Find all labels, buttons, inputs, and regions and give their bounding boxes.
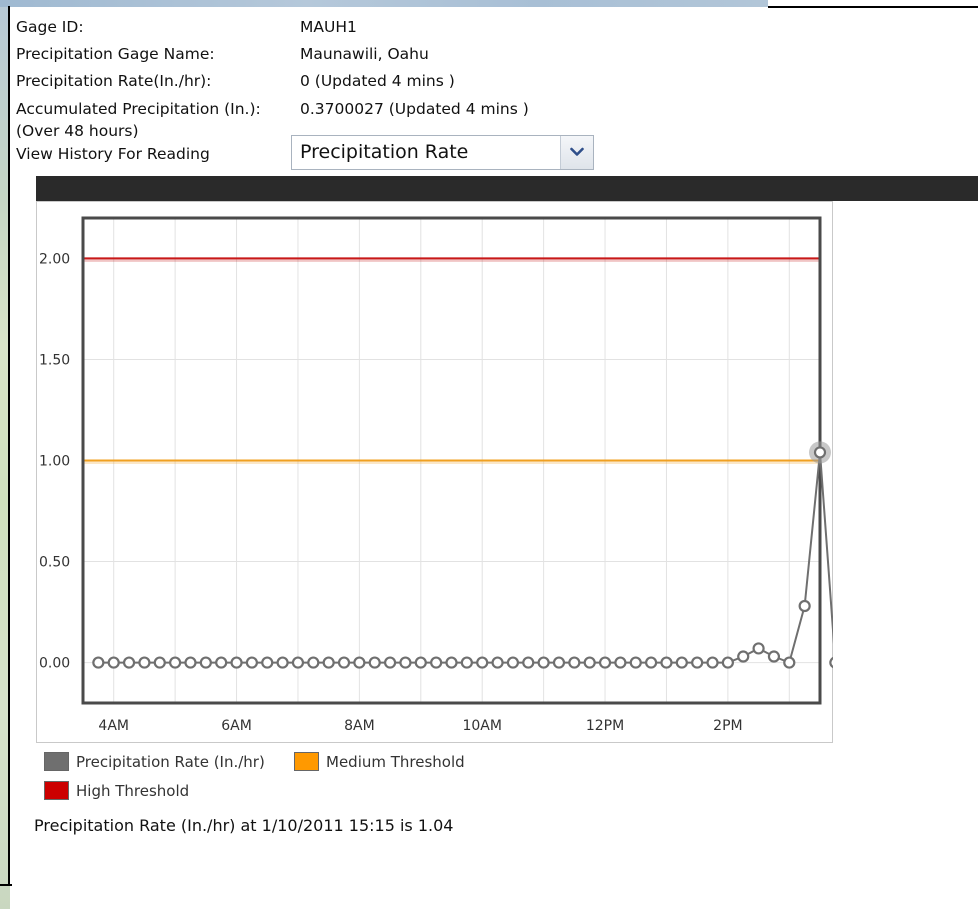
legend-label-high: High Threshold [76,782,190,800]
data-point [138,656,151,669]
data-point [552,656,566,669]
data-point [307,656,320,669]
x-tick-label: 12PM [586,718,624,734]
data-point [122,656,136,669]
history-reading-select-value: Precipitation Rate [300,141,469,163]
legend-label-rate: Precipitation Rate (In./hr) [76,753,265,771]
data-point [583,656,596,669]
x-tick-label: 2PM [713,718,742,734]
y-tick-label: 2.00 [39,251,70,267]
y-tick-label: 0.50 [39,555,70,571]
data-point [491,656,504,669]
rate-value: 0 (Updated 4 mins ) [300,72,455,90]
data-point [476,656,489,669]
data-point [691,656,704,669]
accum-note: (Over 48 hours) [16,122,139,140]
data-point [199,656,212,669]
data-point [368,656,381,669]
y-tick-label: 1.50 [39,352,70,368]
data-point [383,656,397,669]
data-point [537,656,550,669]
data-point [430,656,443,669]
data-point [337,656,351,669]
data-point [230,656,243,669]
data-point [598,656,612,669]
data-point [506,656,520,669]
data-point [107,656,120,669]
data-point [767,650,781,663]
data-point [291,656,305,669]
data-point [414,656,427,669]
data-point [675,656,688,669]
y-tick-label: 0.00 [39,656,70,672]
rate-label: Precipitation Rate(In./hr): [16,72,212,90]
data-point [629,656,642,669]
x-tick-label: 6AM [221,718,252,734]
data-point [783,656,796,669]
precipitation-chart: 4AM 6AM 8AM 10AM 12PM 2PM 0.00 0.50 1.00 1.50 2.00 [39,216,833,734]
data-point [706,656,719,669]
data-point [322,656,335,669]
x-tick-label: 4AM [98,718,129,734]
data-point [721,656,734,669]
x-tick-label: 10AM [462,718,501,734]
data-point [737,650,750,663]
data-point [614,656,627,669]
chart-frame [36,201,833,743]
series-line [98,452,833,664]
data-point [92,656,105,669]
legend-swatch-rate [44,752,69,771]
gage-id-value: MAUH1 [300,18,357,36]
select-dropdown-button[interactable] [560,136,593,169]
history-reading-select[interactable]: Precipitation Rate [291,135,594,170]
chart-header-bar [36,176,978,201]
data-point [399,656,412,669]
data-point [353,656,366,669]
data-point [184,656,197,669]
data-point [215,656,228,669]
data-point [645,656,658,669]
data-point [522,656,535,669]
background-map-top [0,0,768,7]
data-point [829,656,833,669]
legend-label-medium: Medium Threshold [326,753,465,771]
window-border-left [8,6,10,886]
data-point [261,656,274,669]
x-tick-label: 8AM [344,718,375,734]
data-point [752,642,765,655]
y-tick-label: 1.00 [39,454,70,470]
data-point [169,656,182,669]
background-map [0,0,10,909]
gage-name-label: Precipitation Gage Name: [16,45,215,63]
data-point [460,656,473,669]
data-point [798,599,811,613]
legend-swatch-medium [294,752,319,771]
data-point [660,656,673,669]
history-label: View History For Reading [16,145,210,163]
chevron-down-icon [570,147,584,156]
accum-value: 0.3700027 (Updated 4 mins ) [300,100,529,118]
data-point [153,656,166,669]
status-readout: Precipitation Rate (In./hr) at 1/10/2011… [34,816,454,835]
data-point [813,446,827,459]
data-point [276,656,289,669]
accum-label: Accumulated Precipitation (In.): [16,100,261,118]
window-border [768,6,978,8]
gage-id-label: Gage ID: [16,18,84,36]
window-border-bottom [0,884,12,886]
data-point [245,656,258,669]
gage-name-value: Maunawili, Oahu [300,45,429,63]
data-point [445,656,458,669]
legend-swatch-high [44,781,69,800]
data-point [568,656,581,669]
